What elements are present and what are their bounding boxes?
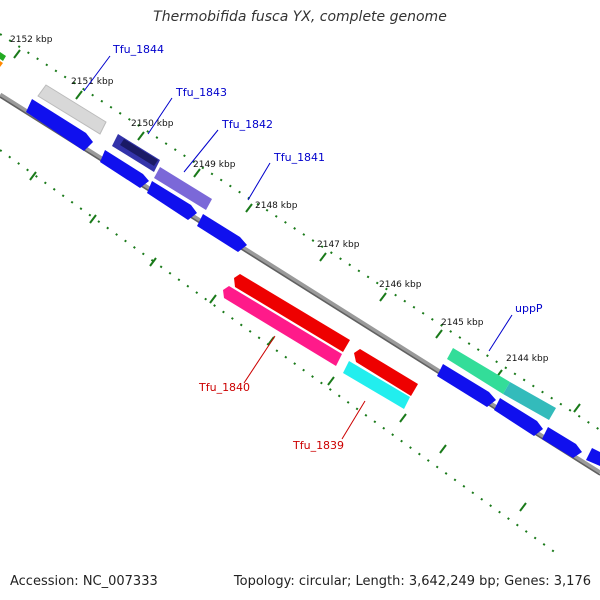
- gene-label: Tfu_1840: [198, 381, 250, 394]
- label-leader-line: [147, 97, 173, 135]
- gene-label: Tfu_1842: [221, 118, 273, 131]
- cds-arrow-forward: [197, 214, 247, 252]
- cds-arrow-reverse: [234, 274, 350, 352]
- label-leader-line: [83, 55, 111, 92]
- label-leader-line: [247, 162, 271, 201]
- cds-arrow-forward: [586, 448, 600, 466]
- gene-fragment: [0, 61, 3, 67]
- cds-arrow-forward: [494, 398, 543, 436]
- ruler-tick: [399, 413, 407, 423]
- ruler-tick: [435, 329, 443, 339]
- accession-text: Accession: NC_007333: [10, 574, 158, 589]
- map-title: Thermobifida fusca YX, complete genome: [153, 9, 447, 25]
- ruler-tick: [29, 171, 37, 181]
- ruler-label: 2144 kbp: [506, 354, 549, 364]
- ruler-tick: [573, 403, 581, 413]
- label-leader-line: [488, 314, 513, 352]
- ruler-tick: [319, 252, 327, 262]
- label-leader-line: [341, 400, 366, 440]
- ruler-line-outer: [0, 33, 600, 431]
- gene-tfu1844: [37, 84, 107, 135]
- gene-fragment: [0, 52, 6, 61]
- label-leader-line: [243, 335, 276, 384]
- ruler-tick: [245, 203, 253, 213]
- genome-summary-text: Topology: circular; Length: 3,642,249 bp…: [233, 574, 591, 589]
- ruler-tick: [379, 292, 387, 302]
- ruler-tick: [13, 49, 21, 59]
- cds-arrow-forward: [100, 150, 149, 188]
- ruler-tick: [75, 90, 83, 100]
- ruler-label: 2147 kbp: [317, 240, 360, 250]
- label-leader-line: [183, 129, 219, 173]
- ruler-tick: [519, 502, 527, 512]
- ruler-tick: [149, 257, 157, 267]
- cds-arrow-forward: [147, 181, 197, 220]
- gene-label: Tfu_1844: [112, 43, 164, 56]
- ruler-label: 2148 kbp: [255, 201, 298, 211]
- ruler-tick: [137, 131, 145, 141]
- gene-tfu1839: [343, 361, 410, 409]
- ruler-label: 2150 kbp: [131, 119, 174, 129]
- ruler-label: 2149 kbp: [193, 160, 236, 170]
- cds-arrow-forward: [437, 364, 496, 407]
- gene-tfu1843-highlight: [120, 139, 158, 166]
- ruler-tick: [327, 376, 335, 386]
- gene-tfu1842: [154, 167, 212, 210]
- ruler-tick: [439, 444, 447, 454]
- ruler-label: 2152 kbp: [10, 35, 53, 45]
- gene-tfu1840: [223, 286, 342, 366]
- gene-uppP: [447, 348, 510, 394]
- gene-label: Tfu_1841: [273, 151, 325, 164]
- ruler-label: 2151 kbp: [71, 77, 114, 87]
- ruler-label: 2146 kbp: [379, 280, 422, 290]
- ruler-tick: [193, 168, 201, 178]
- gene-tfu1845: [503, 382, 556, 420]
- cds-arrow-forward: [26, 99, 93, 151]
- gene-label: Tfu_1839: [292, 439, 344, 452]
- cds-arrow-reverse: [354, 349, 418, 396]
- gene-label: uppP: [515, 302, 543, 315]
- gene-label: Tfu_1843: [175, 86, 227, 99]
- ruler-tick: [89, 214, 97, 224]
- ruler-label: 2145 kbp: [441, 318, 484, 328]
- ruler-tick: [209, 294, 217, 304]
- cds-arrow-forward: [542, 427, 582, 458]
